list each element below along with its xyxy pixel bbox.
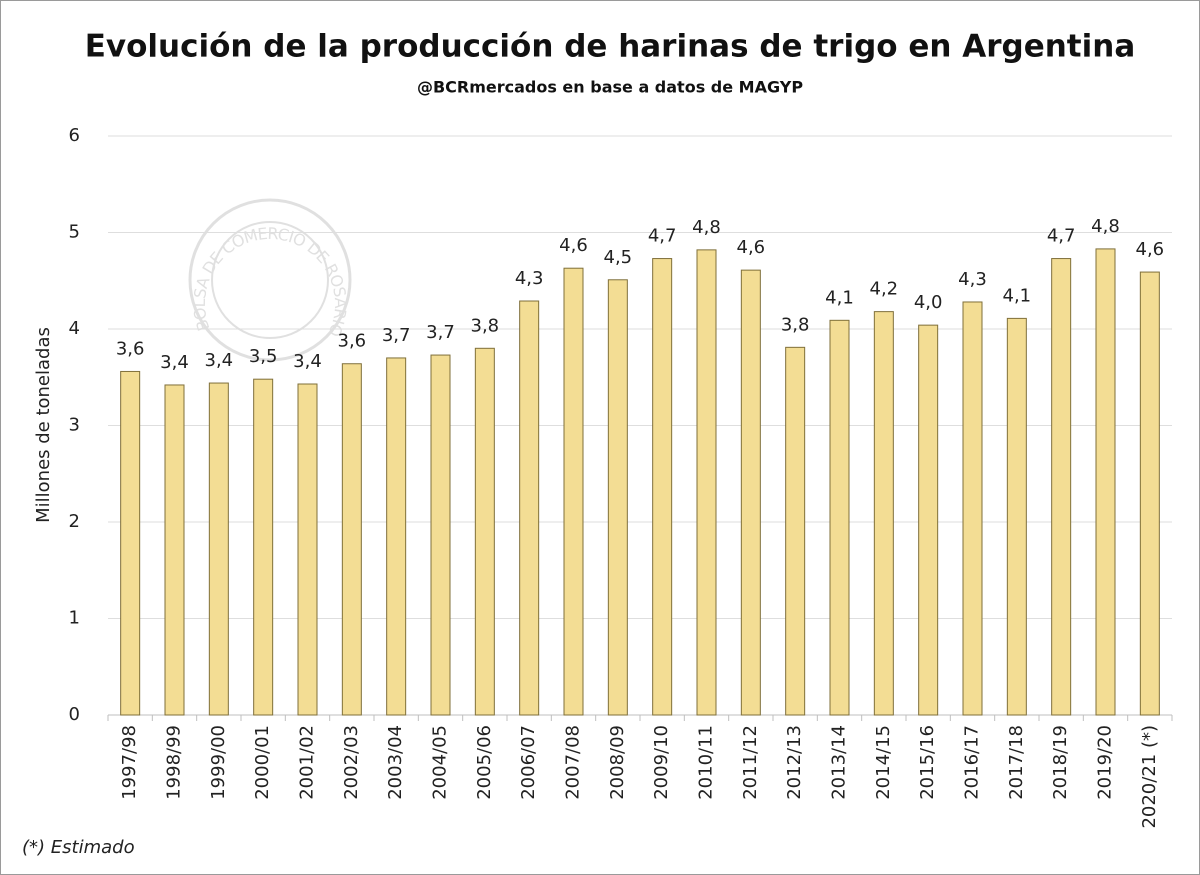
x-tick-label: 2000/01 (252, 725, 273, 800)
bar (829, 319, 850, 716)
value-label: 4,0 (914, 292, 943, 313)
value-label: 3,7 (382, 325, 411, 346)
x-tick-label: 2014/15 (873, 725, 894, 800)
y-tick-label: 3 (69, 415, 80, 436)
bar (341, 363, 362, 716)
value-label: 3,8 (471, 315, 500, 336)
bar (696, 249, 717, 716)
value-label: 4,1 (1003, 285, 1032, 306)
x-tick-label: 1999/00 (208, 725, 229, 800)
bar (962, 301, 983, 716)
bar (297, 383, 318, 716)
x-tick-label: 1998/99 (164, 725, 185, 800)
value-label: 4,3 (515, 268, 544, 289)
x-tick-label: 2008/09 (607, 725, 628, 800)
bar (164, 384, 185, 716)
value-label: 3,5 (249, 346, 278, 367)
value-label: 4,7 (1047, 226, 1076, 247)
value-label: 3,8 (781, 314, 810, 335)
x-tick-label: 2006/07 (518, 725, 539, 800)
bar (1095, 248, 1116, 716)
x-tick-label: 2016/17 (962, 725, 983, 800)
bar (1006, 317, 1027, 716)
x-tick-label: 2019/20 (1095, 725, 1116, 800)
bar (785, 346, 806, 716)
bar (652, 258, 673, 716)
x-tick-label: 2012/13 (784, 725, 805, 800)
bar (120, 370, 141, 716)
bar (1139, 271, 1160, 716)
x-tick-label: 2018/19 (1050, 725, 1071, 800)
value-label: 4,2 (870, 279, 899, 300)
x-tick-label: 2007/08 (563, 725, 584, 800)
bar (474, 347, 495, 716)
value-label: 3,6 (338, 331, 367, 352)
bar (873, 311, 894, 716)
value-label: 3,4 (160, 352, 189, 373)
x-tick-label: 2003/04 (385, 725, 406, 800)
x-tick-label: 1997/98 (119, 725, 140, 800)
bar (607, 279, 628, 716)
x-tick-label: 2004/05 (430, 725, 451, 800)
bar (563, 267, 584, 716)
x-tick-label: 2005/06 (474, 725, 495, 800)
y-tick-label: 4 (69, 318, 80, 339)
y-tick-label: 0 (69, 704, 80, 725)
value-label: 3,4 (293, 351, 322, 372)
bar (386, 357, 407, 716)
x-tick-label: 2011/12 (740, 725, 761, 800)
x-tick-label: 2013/14 (829, 725, 850, 800)
chart-title: Evolución de la producción de harinas de… (85, 29, 1136, 65)
bar (430, 354, 451, 716)
x-tick-label: 2020/21 (*) (1139, 725, 1160, 829)
x-tick-label: 2015/16 (917, 725, 938, 800)
bar (519, 300, 540, 716)
bar (253, 378, 274, 716)
y-tick-label: 2 (69, 511, 80, 532)
note: (*) Estimado (22, 837, 135, 858)
y-tick-label: 6 (69, 125, 80, 146)
value-label: 4,8 (692, 217, 721, 238)
value-label: 4,7 (648, 226, 677, 247)
bar (208, 382, 229, 716)
value-label: 4,6 (1136, 239, 1165, 260)
bar (1051, 258, 1072, 716)
x-tick-label: 2017/18 (1006, 725, 1027, 800)
bar (740, 269, 761, 716)
x-tick-label: 2009/10 (651, 725, 672, 800)
y-tick-label: 1 (69, 608, 80, 629)
x-tick-label: 2001/02 (297, 725, 318, 800)
y-axis-label: Millones de toneladas (33, 327, 54, 523)
y-tick-label: 5 (69, 222, 80, 243)
value-label: 3,4 (205, 350, 234, 371)
value-label: 3,7 (426, 322, 455, 343)
chart-subtitle: @BCRmercados en base a datos de MAGYP (417, 78, 803, 97)
x-tick-label: 2010/11 (696, 725, 717, 800)
value-label: 4,1 (825, 287, 854, 308)
value-label: 3,6 (116, 338, 145, 359)
value-label: 4,3 (958, 269, 987, 290)
bar (918, 324, 939, 716)
value-label: 4,8 (1091, 216, 1120, 237)
value-label: 4,6 (737, 237, 766, 258)
x-tick-label: 2002/03 (341, 725, 362, 800)
value-label: 4,6 (559, 235, 588, 256)
value-label: 4,5 (604, 247, 633, 268)
